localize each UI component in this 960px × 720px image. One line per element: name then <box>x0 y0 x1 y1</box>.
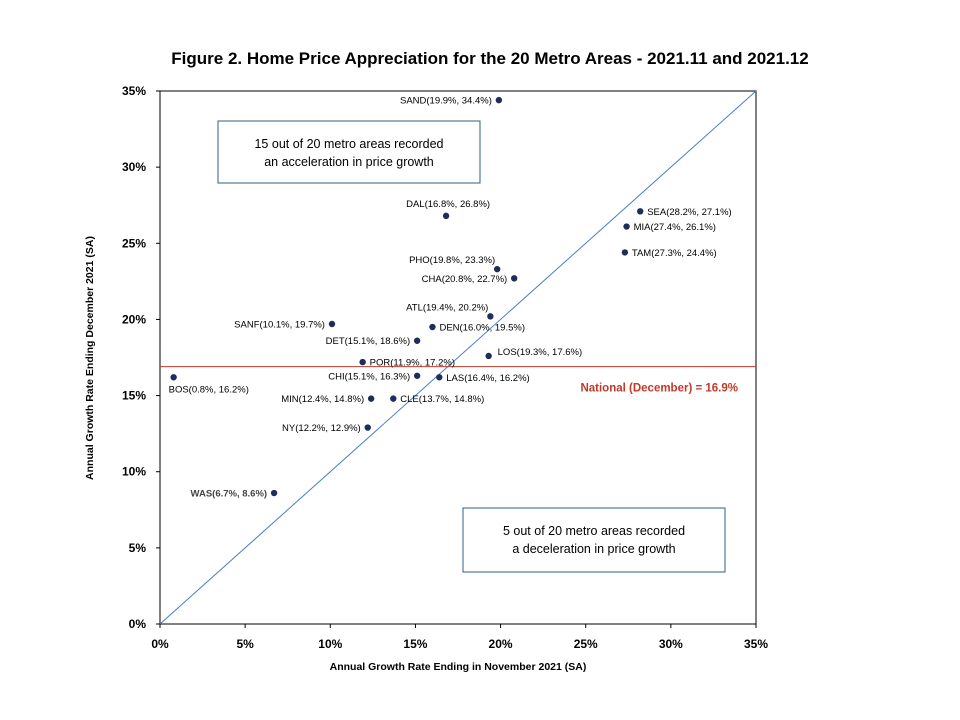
data-points: SAND(19.9%, 34.4%) DAL(16.8%, 26.8%) SEA(2… <box>169 96 732 500</box>
data-point <box>413 372 421 379</box>
x-tick-label: 5% <box>236 637 254 651</box>
data-point-label: SAND(19.9%, 34.4%) <box>400 96 492 107</box>
x-axis-label: Annual Growth Rate Ending in November 20… <box>330 661 587 673</box>
data-point-label: LOS(19.3%, 17.6%) <box>498 347 583 358</box>
x-tick-label: 10% <box>318 637 342 651</box>
data-point-label: LAS(16.4%, 16.2%) <box>446 373 529 384</box>
data-point-label: SEA(28.2%, 27.1%) <box>647 207 732 218</box>
data-point-label: DAL(16.8%, 26.8%) <box>406 199 490 210</box>
annotation-text: 5 out of 20 metro areas recorded <box>503 524 685 538</box>
data-point <box>367 395 375 402</box>
y-axis-ticks: 0% 5% 10% 15% 20% 25% 30% 35% <box>122 84 160 631</box>
x-tick-label: 15% <box>403 637 427 651</box>
data-point-label: DEN(16.0%, 19.5%) <box>439 323 525 334</box>
annotation-boxes: 15 out of 20 metro areas recorded an acce… <box>217 120 726 573</box>
data-point-label: CHA(20.8%, 22.7%) <box>422 274 508 285</box>
plot-area-frame <box>159 90 757 625</box>
data-point-label: PHO(19.8%, 23.3%) <box>409 255 495 266</box>
y-tick-label: 20% <box>122 312 146 326</box>
y-tick-label: 5% <box>129 541 147 555</box>
national-average-label: National (December) = 16.9% <box>580 383 738 395</box>
diagonal-reference-line <box>159 90 757 625</box>
data-point <box>495 96 503 104</box>
data-point <box>359 358 366 366</box>
data-point <box>170 374 177 381</box>
data-point <box>413 337 421 344</box>
y-tick-label: 35% <box>122 84 146 98</box>
annotation-box <box>217 120 481 184</box>
data-point-label: MIN(12.4%, 14.8%) <box>281 394 364 405</box>
data-point <box>493 265 501 273</box>
data-point-label: NY(12.2%, 12.9%) <box>282 423 361 434</box>
y-tick-label: 15% <box>122 389 146 403</box>
data-point <box>623 223 630 230</box>
data-point-label: BOS(0.8%, 16.2%) <box>169 384 249 395</box>
data-point-label: POR(11.9%, 17.2%) <box>370 358 455 369</box>
y-tick-label: 30% <box>122 160 146 174</box>
data-point <box>270 489 278 497</box>
y-tick-label: 0% <box>129 617 147 631</box>
data-point-label: MIA(27.4%, 26.1%) <box>634 222 716 233</box>
data-point <box>510 275 518 282</box>
chart-title: Figure 2. Home Price Appreciation for th… <box>171 49 808 68</box>
data-point <box>390 395 397 402</box>
x-tick-label: 30% <box>659 637 683 651</box>
y-axis-label: Annual Growth Rate Ending December 2021 … <box>84 236 96 480</box>
data-point-label: WAS(6.7%, 8.6%) <box>191 489 268 500</box>
data-point-label: SANF(10.1%, 19.7%) <box>234 319 325 330</box>
data-point <box>487 313 494 320</box>
x-axis-ticks: 0% 5% 10% 15% 20% 25% 30% 35% <box>151 624 768 651</box>
data-point <box>637 208 644 215</box>
data-point-label: ATL(19.4%, 20.2%) <box>406 302 488 313</box>
y-tick-label: 10% <box>122 465 146 479</box>
x-tick-label: 25% <box>574 637 598 651</box>
reference-lines: National (December) = 16.9% <box>159 90 757 625</box>
x-tick-label: 35% <box>744 637 768 651</box>
data-point-label: TAM(27.3%, 24.4%) <box>632 248 717 259</box>
y-tick-label: 25% <box>122 236 146 250</box>
data-point-label: CLE(13.7%, 14.8%) <box>400 394 484 405</box>
data-point <box>429 323 436 331</box>
data-point-label: DET(15.1%, 18.6%) <box>326 336 410 347</box>
annotation-text: 15 out of 20 metro areas recorded <box>254 137 443 151</box>
data-point-label: CHI(15.1%, 16.3%) <box>328 371 410 382</box>
data-point <box>436 374 443 381</box>
annotation-text: an acceleration in price growth <box>264 155 434 169</box>
data-point <box>364 424 371 431</box>
annotation-text: a deceleration in price growth <box>512 542 675 556</box>
data-point <box>621 249 629 256</box>
data-point <box>328 320 336 328</box>
x-tick-label: 0% <box>151 637 169 651</box>
annotation-box <box>462 507 726 573</box>
x-tick-label: 20% <box>489 637 513 651</box>
data-point <box>485 352 492 360</box>
data-point <box>442 212 450 220</box>
